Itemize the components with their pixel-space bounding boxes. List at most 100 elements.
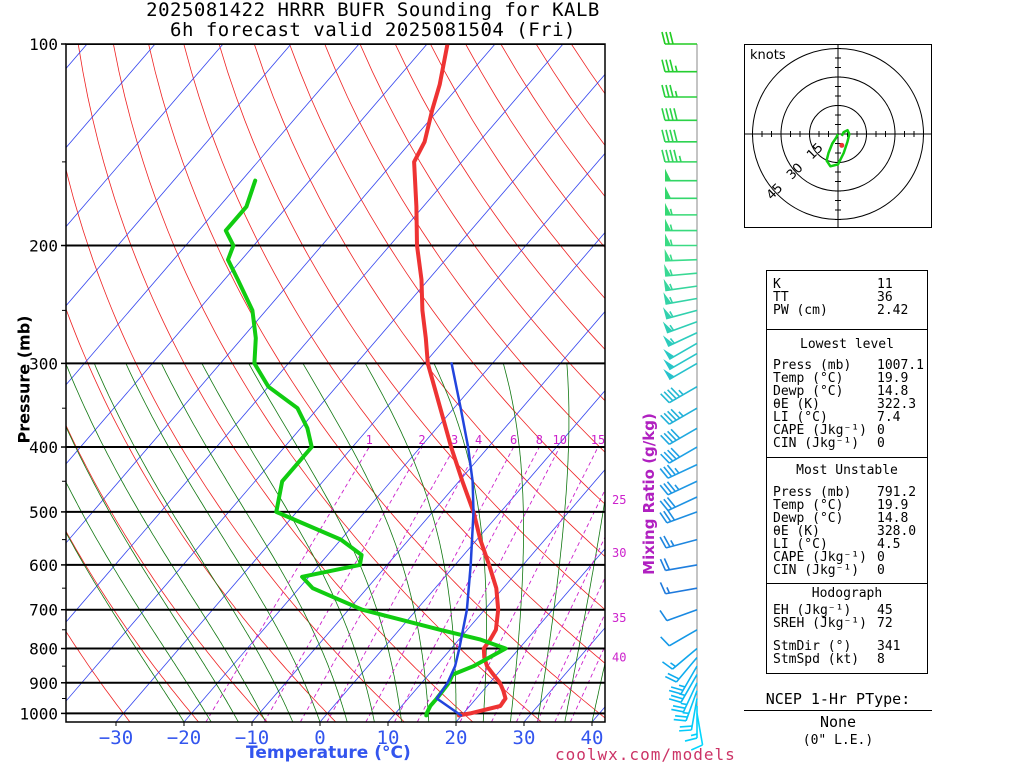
barb-half-feather xyxy=(682,711,689,715)
barb-staff xyxy=(668,446,698,464)
barb-feather xyxy=(661,108,666,121)
ll-temp-row: Temp (°C) 19.9 xyxy=(773,371,909,386)
barb-feather xyxy=(665,149,670,163)
mixing-ratio-line xyxy=(205,446,370,722)
barb-feather xyxy=(661,84,666,98)
y-tick-label: 600 xyxy=(29,556,58,575)
wind-barb xyxy=(664,248,698,262)
dry-adiabat xyxy=(324,44,605,453)
barb-staff xyxy=(666,608,698,622)
dry-adiabat xyxy=(66,307,337,722)
wind-barb xyxy=(662,647,698,670)
dry-adiabat xyxy=(924,44,1024,722)
temperature-profile xyxy=(412,44,508,718)
barb-feather xyxy=(673,129,678,143)
mixing-ratio-label: 4 xyxy=(475,433,482,447)
barb-half-feather xyxy=(674,484,680,491)
x-tick-label: −20 xyxy=(167,727,201,749)
barb-pennant xyxy=(664,248,672,261)
dry-adiabat xyxy=(430,44,605,300)
skew-t-data xyxy=(223,44,508,718)
wind-barb xyxy=(663,352,698,371)
mixing-ratio-label: 6 xyxy=(510,433,517,447)
ll-cin-row: CIN (Jkg⁻¹) 0 xyxy=(773,436,885,451)
barb-feather xyxy=(673,108,678,121)
hodograph-heading: Hodograph xyxy=(811,586,883,601)
x-tick-label: 40 xyxy=(581,727,604,749)
barb-feather xyxy=(690,744,703,751)
wind-barb xyxy=(662,321,698,334)
wind-barb xyxy=(684,706,698,742)
wind-barb xyxy=(659,558,698,572)
ll-cape-row: CAPE (Jkg⁻¹) 0 xyxy=(773,423,885,438)
barb-feather xyxy=(660,636,670,647)
barb-staff xyxy=(665,538,698,549)
moist-adiabat xyxy=(66,481,212,722)
moist-adiabat xyxy=(66,531,185,722)
barb-staff xyxy=(667,463,698,479)
wind-barb xyxy=(659,496,698,512)
mixing-ratio-line xyxy=(394,446,540,722)
mu-cape-row: CAPE (Jkg⁻¹) 0 xyxy=(773,550,885,565)
y-tick-label: 300 xyxy=(29,354,58,373)
barb-feather xyxy=(659,582,667,595)
barb-feather xyxy=(673,149,678,163)
wind-barb xyxy=(665,168,697,182)
stats-panel: K 11 TT 36 PW (cm) 2.42 Lowest level Press … xyxy=(766,270,928,674)
barb-feather xyxy=(663,482,673,494)
credit-link[interactable]: coolwx.com/models xyxy=(555,745,736,764)
moist-adiabat xyxy=(591,661,605,722)
barb-half-feather xyxy=(678,411,684,417)
barb-feather xyxy=(660,434,670,445)
mixing-ratio-label: 35 xyxy=(612,611,626,625)
barb-feather xyxy=(666,481,676,492)
barb-feather xyxy=(664,675,677,683)
y-tick-label: 800 xyxy=(29,640,58,659)
dry-adiabat xyxy=(77,44,474,722)
barb-feather xyxy=(670,686,684,692)
parcel-profile xyxy=(435,362,475,717)
skew-t-grid xyxy=(66,44,1024,722)
barb-staff xyxy=(668,342,698,361)
barb-feather xyxy=(679,725,693,728)
wind-barb xyxy=(661,31,697,45)
wind-barb xyxy=(664,656,698,683)
barb-pennant xyxy=(665,233,671,246)
barb-staff xyxy=(667,332,698,348)
barb-staff xyxy=(665,564,698,572)
barb-staff xyxy=(685,690,698,722)
dry-adiabat xyxy=(959,44,1024,722)
moist-adiabat xyxy=(66,363,266,722)
moist-adiabat xyxy=(248,363,402,722)
barb-pennant xyxy=(663,348,675,360)
barb-half-feather xyxy=(669,338,675,344)
barb-feather xyxy=(672,705,686,709)
dry-adiabat xyxy=(183,44,605,664)
wind-barb xyxy=(663,278,698,292)
barb-staff xyxy=(668,427,698,445)
barb-feather xyxy=(661,31,666,45)
mixing-ratio-line xyxy=(416,446,561,722)
wind-barb xyxy=(665,186,697,200)
x-tick-label: 0 xyxy=(314,727,325,749)
wind-barb xyxy=(665,202,697,216)
wind-barb xyxy=(659,463,698,479)
eh-row: EH (Jkg⁻¹) 45 xyxy=(773,603,893,618)
barb-feather xyxy=(659,468,669,479)
barb-staff xyxy=(668,362,698,381)
barb-half-feather xyxy=(669,239,673,246)
barb-feather xyxy=(668,698,682,704)
mu-thetae-row: θE (K) 328.0 xyxy=(773,524,917,539)
barb-feather xyxy=(659,512,668,524)
barb-half-feather xyxy=(678,684,686,688)
mixing-ratio-label: 15 xyxy=(591,433,605,447)
plot-frame xyxy=(65,43,606,723)
barb-half-feather xyxy=(670,662,677,668)
moist-adiabat xyxy=(93,363,294,722)
wind-barb-column xyxy=(659,31,704,751)
barb-feather xyxy=(666,497,676,508)
mixing-ratio-label: 30 xyxy=(612,546,626,560)
barb-feather xyxy=(679,729,692,732)
